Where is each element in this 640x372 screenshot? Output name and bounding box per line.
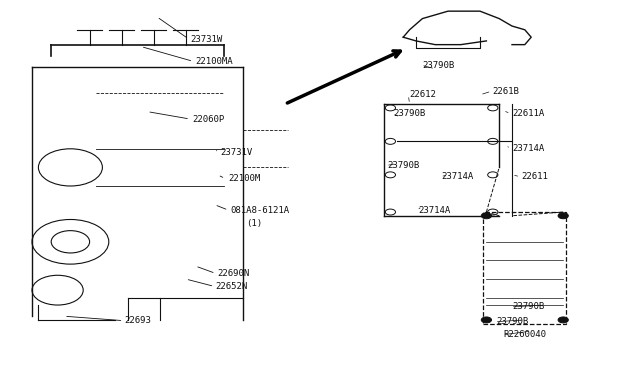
Text: 22693: 22693 bbox=[125, 316, 152, 325]
Text: 081A8-6121A: 081A8-6121A bbox=[230, 206, 289, 215]
Text: 23714A: 23714A bbox=[418, 206, 450, 215]
Circle shape bbox=[481, 317, 492, 323]
Text: 23790B: 23790B bbox=[512, 302, 544, 311]
Text: 23731V: 23731V bbox=[221, 148, 253, 157]
Text: 22652N: 22652N bbox=[216, 282, 248, 291]
Text: 23731W: 23731W bbox=[191, 35, 223, 44]
Text: 22060P: 22060P bbox=[192, 115, 224, 124]
Text: (1): (1) bbox=[246, 219, 262, 228]
Text: 2261B: 2261B bbox=[493, 87, 520, 96]
Text: 23790B: 23790B bbox=[394, 109, 426, 118]
Circle shape bbox=[481, 213, 492, 219]
Text: R2260040: R2260040 bbox=[504, 330, 547, 339]
Text: 22611A: 22611A bbox=[512, 109, 544, 118]
Text: 23790B: 23790B bbox=[496, 317, 528, 326]
Text: 22690N: 22690N bbox=[218, 269, 250, 278]
Text: 23714A: 23714A bbox=[442, 172, 474, 181]
Circle shape bbox=[558, 213, 568, 219]
Text: 22611: 22611 bbox=[522, 172, 548, 181]
Circle shape bbox=[558, 317, 568, 323]
Text: 23714A: 23714A bbox=[512, 144, 544, 153]
Text: 22100M: 22100M bbox=[228, 174, 260, 183]
Text: 22612: 22612 bbox=[410, 90, 436, 99]
Text: 22100MA: 22100MA bbox=[195, 57, 233, 66]
Text: 23790B: 23790B bbox=[422, 61, 454, 70]
Text: 23790B: 23790B bbox=[387, 161, 419, 170]
